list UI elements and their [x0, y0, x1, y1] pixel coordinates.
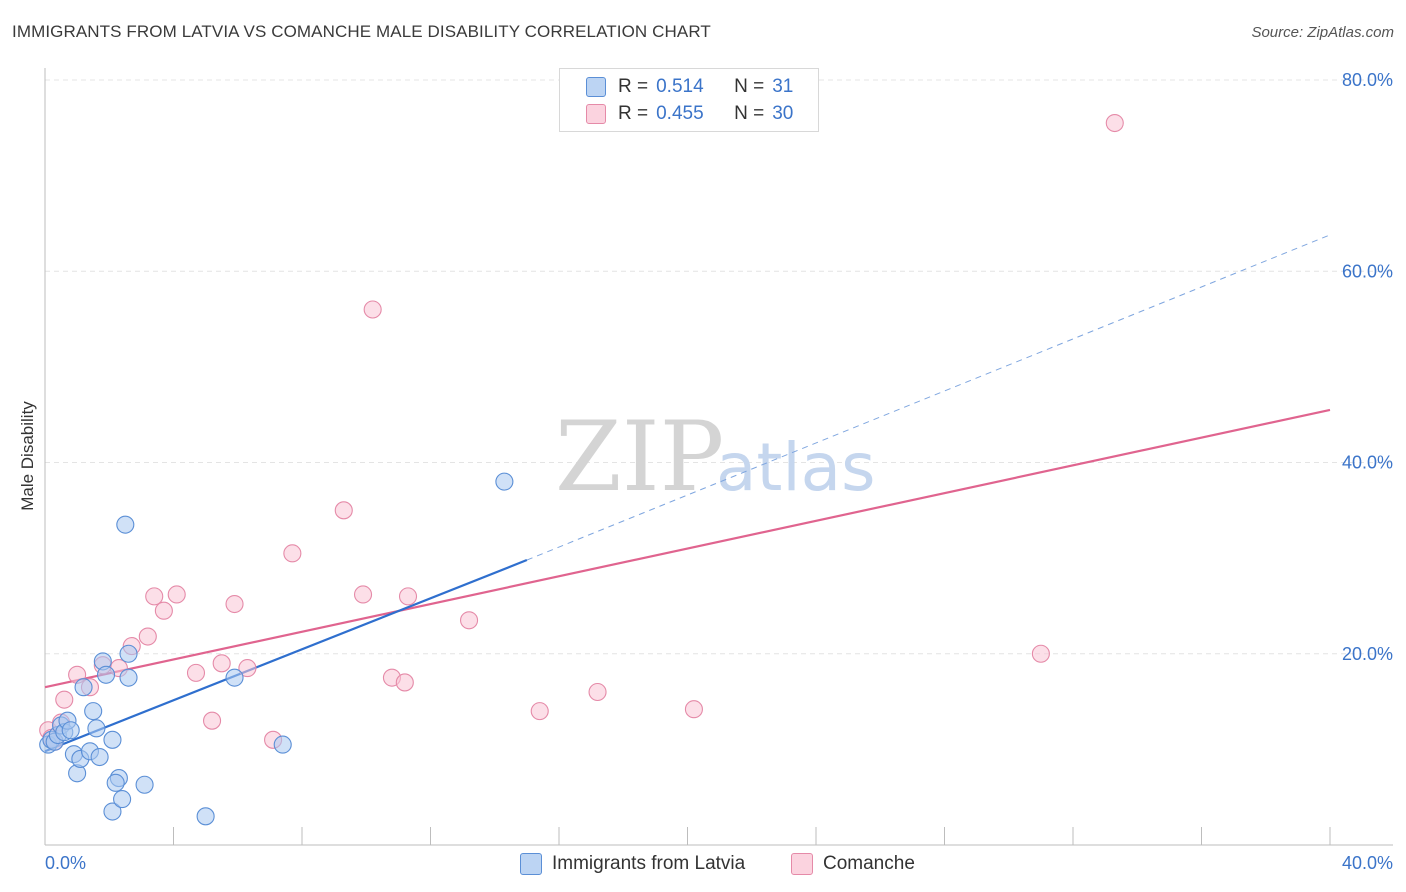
- legend-row-latvia: R = 0.514 N = 31: [586, 74, 793, 100]
- point-latvia: [103, 730, 122, 749]
- trend-lines: [44, 234, 1331, 753]
- legend-n-label: N =: [734, 103, 765, 124]
- point-comanche: [459, 611, 479, 630]
- point-comanche: [588, 682, 607, 702]
- point-comanche: [55, 690, 74, 709]
- point-comanche: [145, 587, 164, 606]
- point-comanche: [363, 300, 382, 319]
- trend-line-latvia: [44, 559, 528, 753]
- x-tick-label: 0.0%: [45, 853, 86, 873]
- point-latvia: [119, 644, 138, 663]
- trend-line-latvia-extension: [526, 234, 1331, 561]
- point-comanche: [154, 601, 173, 620]
- data-points: [39, 113, 1124, 826]
- legend-swatch-latvia: [586, 77, 606, 97]
- point-comanche: [283, 544, 302, 563]
- point-latvia: [495, 472, 514, 491]
- axes: [44, 68, 1393, 846]
- trend-line-comanche: [44, 408, 1331, 689]
- source-label: Source: ZipAtlas.com: [1251, 24, 1394, 41]
- point-latvia: [96, 665, 116, 684]
- point-latvia: [106, 773, 125, 792]
- point-comanche: [353, 585, 373, 604]
- watermark-zip: ZIP: [555, 401, 724, 513]
- x-tick-label: 40.0%: [1342, 853, 1393, 873]
- point-latvia: [87, 719, 106, 738]
- bottom-legend-label-latvia: Immigrants from Latvia: [552, 853, 746, 874]
- bottom-legend-comanche: Comanche: [791, 852, 915, 876]
- y-tick-label: 20.0%: [1342, 644, 1393, 664]
- point-latvia: [61, 721, 80, 740]
- watermark: ZIP atlas: [555, 401, 876, 513]
- point-comanche: [203, 711, 222, 730]
- bottom-legend-swatch-latvia: [520, 853, 542, 875]
- point-comanche: [167, 585, 186, 604]
- point-comanche: [1031, 644, 1050, 663]
- tick-labels: 20.0% 40.0% 60.0% 80.0% 0.0% 40.0%: [45, 70, 1393, 873]
- legend-r-value: 0.455: [656, 103, 704, 124]
- point-comanche: [1105, 113, 1124, 133]
- legend-n-label: N =: [734, 76, 765, 97]
- y-tick-label: 60.0%: [1342, 261, 1393, 281]
- legend-n-value: 30: [772, 103, 794, 124]
- point-latvia: [135, 775, 154, 794]
- point-latvia: [84, 702, 103, 721]
- correlation-legend: R = 0.514 N = 31 R = 0.455 N = 30: [559, 68, 819, 132]
- y-tick-label: 80.0%: [1342, 70, 1393, 90]
- point-latvia: [103, 802, 122, 821]
- point-comanche: [186, 663, 206, 682]
- point-latvia: [116, 515, 135, 534]
- point-comanche: [398, 587, 418, 606]
- legend-n-value: 31: [772, 76, 794, 97]
- point-comanche: [395, 673, 414, 692]
- point-latvia: [119, 668, 138, 687]
- point-latvia: [74, 678, 93, 697]
- point-latvia: [90, 747, 109, 767]
- point-latvia: [196, 807, 215, 826]
- legend-r-value: 0.514: [656, 76, 704, 97]
- grid-lines: [45, 79, 1393, 655]
- chart-title: IMMIGRANTS FROM LATVIA VS COMANCHE MALE …: [12, 22, 711, 41]
- legend-row-comanche: R = 0.455 N = 30: [586, 101, 793, 127]
- point-latvia: [273, 735, 292, 754]
- y-tick-label: 40.0%: [1342, 453, 1393, 473]
- y-axis-label: Male Disability: [18, 401, 37, 511]
- point-latvia: [225, 668, 244, 687]
- point-comanche: [334, 501, 353, 520]
- legend-swatch-comanche: [586, 104, 606, 124]
- bottom-legend-swatch-comanche: [791, 853, 813, 875]
- point-comanche: [225, 594, 244, 614]
- point-latvia: [113, 790, 132, 809]
- point-comanche: [212, 654, 231, 673]
- point-comanche: [530, 702, 549, 721]
- bottom-legend-latvia: Immigrants from Latvia: [520, 852, 745, 876]
- point-comanche: [684, 700, 703, 719]
- legend-r-label: R =: [618, 76, 649, 97]
- bottom-legend-label-comanche: Comanche: [823, 853, 915, 874]
- legend-r-label: R =: [618, 103, 649, 124]
- point-comanche: [138, 627, 157, 646]
- point-comanche: [238, 659, 257, 678]
- watermark-atlas: atlas: [716, 429, 876, 506]
